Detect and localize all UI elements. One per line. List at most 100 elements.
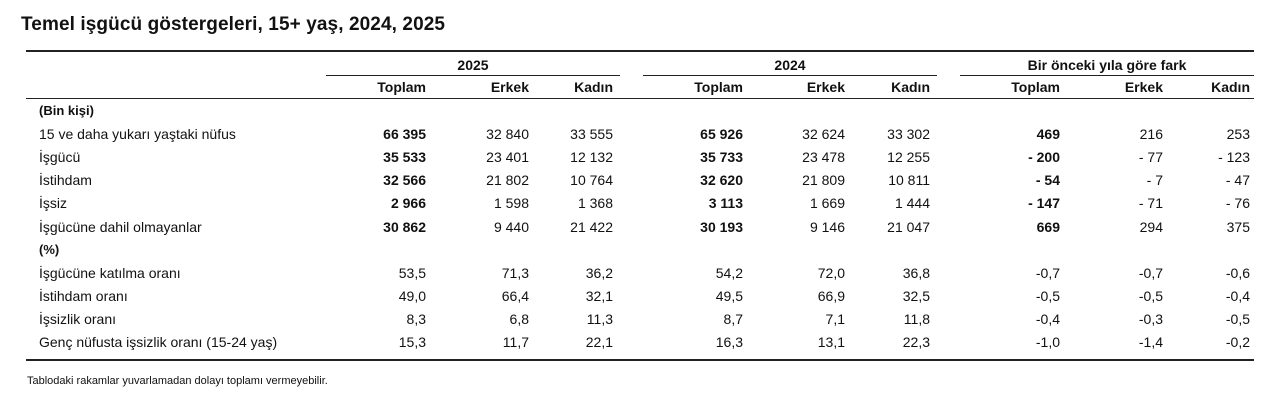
table-cell: -0,7 — [1035, 264, 1060, 281]
table-cell: 30 193 — [700, 218, 743, 235]
table-cell: 11,7 — [502, 334, 529, 350]
table-cell: 54,2 — [715, 264, 743, 281]
table-cell: 12 255 — [887, 149, 930, 166]
group-underline-fark — [960, 75, 1254, 76]
table-cell: 6,8 — [509, 310, 529, 327]
table-cell: 21 422 — [570, 218, 613, 235]
row-label: İşsizlik oranı — [39, 310, 117, 327]
table-cell: 30 862 — [383, 218, 426, 235]
table-cell: 9 440 — [493, 218, 529, 235]
table-cell: 12 132 — [570, 149, 613, 166]
table-cell: - 77 — [1138, 149, 1163, 166]
table-cell: 1 368 — [577, 195, 613, 212]
table-cell: -0,5 — [1225, 310, 1250, 327]
column-header: Kadın — [574, 79, 613, 95]
table-cell: 23 401 — [486, 149, 529, 166]
group-underline-2024 — [643, 75, 937, 76]
table-cell: - 123 — [1218, 149, 1250, 166]
table-cell: 22,1 — [585, 334, 613, 350]
table-cell: -0,4 — [1225, 287, 1250, 304]
column-header: Erkek — [1124, 79, 1163, 95]
table-cell: - 200 — [1028, 149, 1060, 166]
column-header: Kadın — [1211, 79, 1250, 95]
table-cell: 7,1 — [825, 310, 845, 327]
row-label: Genç nüfusta işsizlik oranı (15-24 yaş) — [39, 334, 278, 350]
table-cell: - 76 — [1225, 195, 1250, 212]
section-label: (%) — [39, 241, 60, 257]
table-cell: - 47 — [1225, 172, 1250, 189]
table-cell: 33 302 — [887, 126, 930, 143]
table-cell: 23 478 — [802, 149, 845, 166]
table-cell: - 71 — [1138, 195, 1163, 212]
table-cell: 294 — [1139, 218, 1163, 235]
table-cell: - 54 — [1035, 172, 1060, 189]
table-cell: 11,3 — [586, 310, 613, 327]
table-cell: 32,5 — [902, 287, 930, 304]
table-cell: 13,1 — [817, 334, 845, 350]
table-cell: 15,3 — [398, 334, 426, 350]
row-label: İşgücü — [39, 149, 81, 166]
table-cell: 21 802 — [486, 172, 529, 189]
group-underline-2025 — [326, 75, 620, 76]
table-title: Temel işgücü göstergeleri, 15+ yaş, 2024… — [21, 14, 446, 35]
table-cell: 71,3 — [501, 264, 529, 281]
table-cell: -0,7 — [1138, 264, 1163, 281]
row-label: İşsiz — [39, 195, 67, 212]
footnote: Tablodaki rakamlar yuvarlamadan dolayı t… — [27, 375, 328, 387]
column-header: Toplam — [694, 79, 743, 95]
table-cell: 32 566 — [383, 172, 426, 189]
table-cell: 32 620 — [700, 172, 743, 189]
table-cell: 32 624 — [802, 126, 845, 143]
table-cell: 36,2 — [585, 264, 613, 281]
group-header: 2024 — [774, 57, 806, 73]
table-cell: 32 840 — [486, 126, 529, 143]
table-cell: 10 811 — [888, 172, 930, 189]
table-cell: 9 146 — [809, 218, 845, 235]
table-cell: 1 669 — [809, 195, 845, 212]
table-cell: 66,4 — [501, 287, 529, 304]
table-cell: - 7 — [1146, 172, 1163, 189]
table-cell: 21 809 — [802, 172, 845, 189]
table-cell: - 147 — [1028, 195, 1060, 212]
top-rule — [26, 50, 1254, 52]
table-cell: 35 733 — [700, 149, 743, 166]
table-cell: 11,8 — [903, 310, 930, 327]
header-rule — [26, 98, 1254, 99]
table-cell: 10 764 — [570, 172, 613, 189]
table-cell: 8,3 — [406, 310, 426, 327]
table-cell: 375 — [1226, 218, 1250, 235]
table-cell: 669 — [1036, 218, 1060, 235]
table-cell: 49,5 — [715, 287, 743, 304]
table-cell: -0,3 — [1138, 310, 1163, 327]
table-cell: 469 — [1036, 126, 1060, 143]
table-cell: 32,1 — [585, 287, 613, 304]
table-cell: 35 533 — [383, 149, 426, 166]
group-header: Bir önceki yıla göre fark — [1027, 57, 1187, 73]
table-cell: -0,4 — [1035, 310, 1060, 327]
table-cell: 66 395 — [383, 126, 426, 143]
table-cell: 49,0 — [398, 287, 426, 304]
column-header: Kadın — [891, 79, 930, 95]
row-label: İşgücüne katılma oranı — [39, 264, 181, 281]
table-cell: 65 926 — [700, 126, 743, 143]
table-cell: -1,0 — [1035, 334, 1060, 350]
table-cell: 2 966 — [390, 195, 426, 212]
row-label: İstihdam oranı — [39, 287, 128, 304]
table-cell: 253 — [1226, 126, 1250, 143]
column-header: Erkek — [490, 79, 529, 95]
table-cell: 22,3 — [902, 334, 930, 350]
table-cell: 72,0 — [817, 264, 845, 281]
table-cell: -0,6 — [1225, 264, 1250, 281]
column-header: Toplam — [377, 79, 426, 95]
bottom-rule — [26, 359, 1254, 361]
table-cell: 33 555 — [570, 126, 613, 143]
row-label: İşgücüne dahil olmayanlar — [39, 218, 202, 235]
section-label: (Bin kişi) — [39, 103, 94, 118]
column-header: Erkek — [806, 79, 845, 95]
table-cell: 1 444 — [894, 195, 930, 212]
table-cell: 3 113 — [708, 195, 743, 212]
table-cell: 1 598 — [493, 195, 529, 212]
table-cell: 8,7 — [723, 310, 743, 327]
group-header: 2025 — [457, 57, 489, 73]
table-cell: 21 047 — [887, 218, 930, 235]
